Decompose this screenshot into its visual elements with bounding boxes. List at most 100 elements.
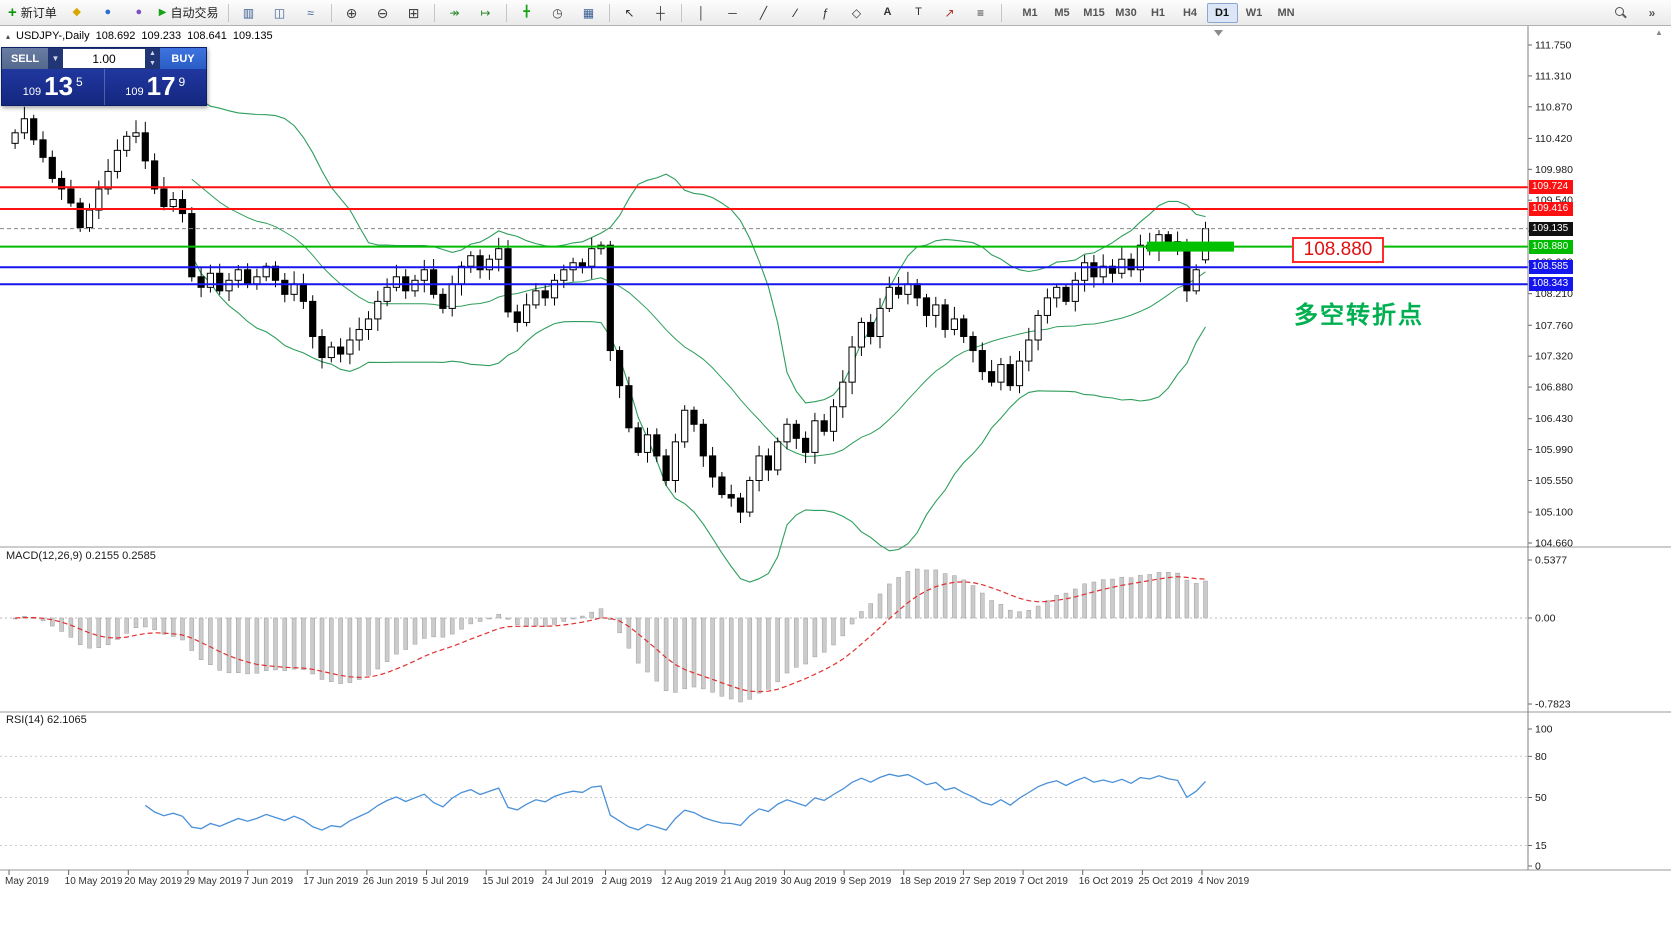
zoom-out-icon [377,6,389,20]
fibonacci-button[interactable] [811,2,841,24]
collapse-panel-icon[interactable]: ▴ [6,31,11,41]
text-button[interactable] [873,2,903,24]
buy-button[interactable]: BUY [160,48,206,69]
tile-windows-button[interactable] [399,2,429,24]
y-axis-label: 106.430 [1535,413,1573,425]
toolbar-separator [433,3,435,22]
data-window-icon [104,7,111,18]
toolbar: 新订单 自动交易 M1 M5 M15 M30 H1 H4 D1 W1 MN » [0,0,1671,26]
templates-button[interactable] [574,2,604,24]
vertical-line-icon [698,7,706,19]
more-tools-button[interactable] [966,2,996,24]
toolbar-separator [505,3,507,22]
text-icon [884,7,892,18]
timeframe-group: M1 M5 M15 M30 H1 H4 D1 W1 MN [1015,2,1302,23]
buy-price-button[interactable]: 109 17 9 [103,69,207,105]
time-axis-label: 7 Oct 2019 [1019,876,1068,887]
cursor-icon [624,7,634,19]
y-axis-label: 111.310 [1535,70,1572,82]
tf-button-M5[interactable]: M5 [1054,6,1070,19]
new-order-button[interactable]: 新订单 [4,2,61,24]
shapes-button[interactable] [842,2,872,24]
bar-chart-button[interactable] [234,2,264,24]
zoom-in-button[interactable] [337,2,367,24]
tf-button-M15[interactable]: M15 [1083,6,1105,19]
sell-price-big: 13 [44,71,74,101]
horizontal-line-button[interactable] [718,2,748,24]
chart-shift-button[interactable] [471,2,501,24]
time-axis-label: 30 Aug 2019 [780,876,837,887]
toolbar-separator [330,3,332,22]
chart-annotation[interactable]: 多空转折点 [1294,302,1424,329]
time-axis-label: 10 May 2019 [65,876,123,887]
macd-indicator-label: MACD(12,26,9) 0.2155 0.2585 [6,550,156,562]
volume-down-icon[interactable]: ▼ [149,60,156,68]
toolbar-separator [227,3,229,22]
tf-button-H1[interactable]: H1 [1150,6,1166,19]
volume-dropdown-icon[interactable]: ▼ [48,48,63,69]
time-axis[interactable] [0,871,1528,890]
sell-price-button[interactable]: 109 13 5 [2,69,104,105]
text-label-button[interactable] [904,2,934,24]
scroll-up-icon[interactable]: ▲ [1655,28,1663,37]
time-axis-label: 21 Aug 2019 [721,876,778,887]
tf-button-M1[interactable]: M1 [1022,6,1038,19]
text-label-icon [915,7,922,18]
time-axis-label: 26 Jun 2019 [363,876,418,887]
volume-field[interactable]: 1.00 [63,48,145,69]
auto-trading-button[interactable]: 自动交易 [155,2,223,24]
more-tools-icon [977,7,984,19]
trendline-icon [760,7,767,19]
search-button[interactable] [1606,2,1636,24]
toolbar-separator [608,3,610,22]
navigator-button[interactable] [124,2,154,24]
y-axis-label: 105.100 [1535,507,1573,519]
ohlc-high: 109.233 [141,30,182,42]
cursor-button[interactable] [615,2,645,24]
support-zone-rect[interactable] [1147,241,1234,252]
chart-shift-marker[interactable] [1214,30,1223,36]
tf-button-H4[interactable]: H4 [1182,6,1198,19]
sell-price-pip: 5 [76,75,83,89]
price-axis[interactable] [1528,26,1671,870]
y-axis-label: 106.880 [1535,382,1573,394]
tf-button-W1[interactable]: W1 [1245,6,1263,19]
macd-signal-line [15,576,1206,693]
time-axis-label: 17 Jun 2019 [303,876,358,887]
periods-button[interactable] [543,2,573,24]
auto-scroll-button[interactable] [440,2,470,24]
trendline-button[interactable] [749,2,779,24]
tf-button-M30[interactable]: M30 [1115,6,1137,19]
zoom-out-button[interactable] [368,2,398,24]
bar-chart-icon [243,7,254,19]
zoom-in-icon [346,6,358,20]
new-order-icon [8,5,17,20]
volume-stepper[interactable]: ▲ ▼ [145,48,160,69]
y-axis-label: 107.320 [1535,351,1573,363]
time-axis-label: 20 May 2019 [124,876,182,887]
channel-button[interactable] [780,2,810,24]
data-window-button[interactable] [93,2,123,24]
time-axis-label: 27 Sep 2019 [959,876,1016,887]
ohlc-close: 109.135 [232,30,273,42]
line-chart-button[interactable] [296,2,326,24]
vertical-line-button[interactable] [687,2,717,24]
candlestick-chart-button[interactable] [265,2,295,24]
time-axis-label: 7 Jun 2019 [244,876,294,887]
rsi-axis-label: 0 [1535,861,1541,873]
volume-up-icon[interactable]: ▲ [149,49,156,57]
y-axis-label: 110.420 [1535,133,1572,145]
sell-button[interactable]: SELL [2,48,48,69]
time-axis-label: 4 Nov 2019 [1198,876,1250,887]
indicators-button[interactable] [512,2,542,24]
auto-scroll-icon [449,7,459,19]
tf-button-D1[interactable]: D1 [1206,2,1238,23]
toolbar-overflow-button[interactable]: » [1637,2,1667,24]
crosshair-button[interactable] [646,2,676,24]
tf-button-MN[interactable]: MN [1277,6,1295,19]
market-watch-button[interactable] [62,2,92,24]
arrows-tool-button[interactable] [935,2,965,24]
price-level-callout[interactable]: 108.880 [1292,237,1384,263]
rsi-axis-label: 15 [1535,840,1547,852]
